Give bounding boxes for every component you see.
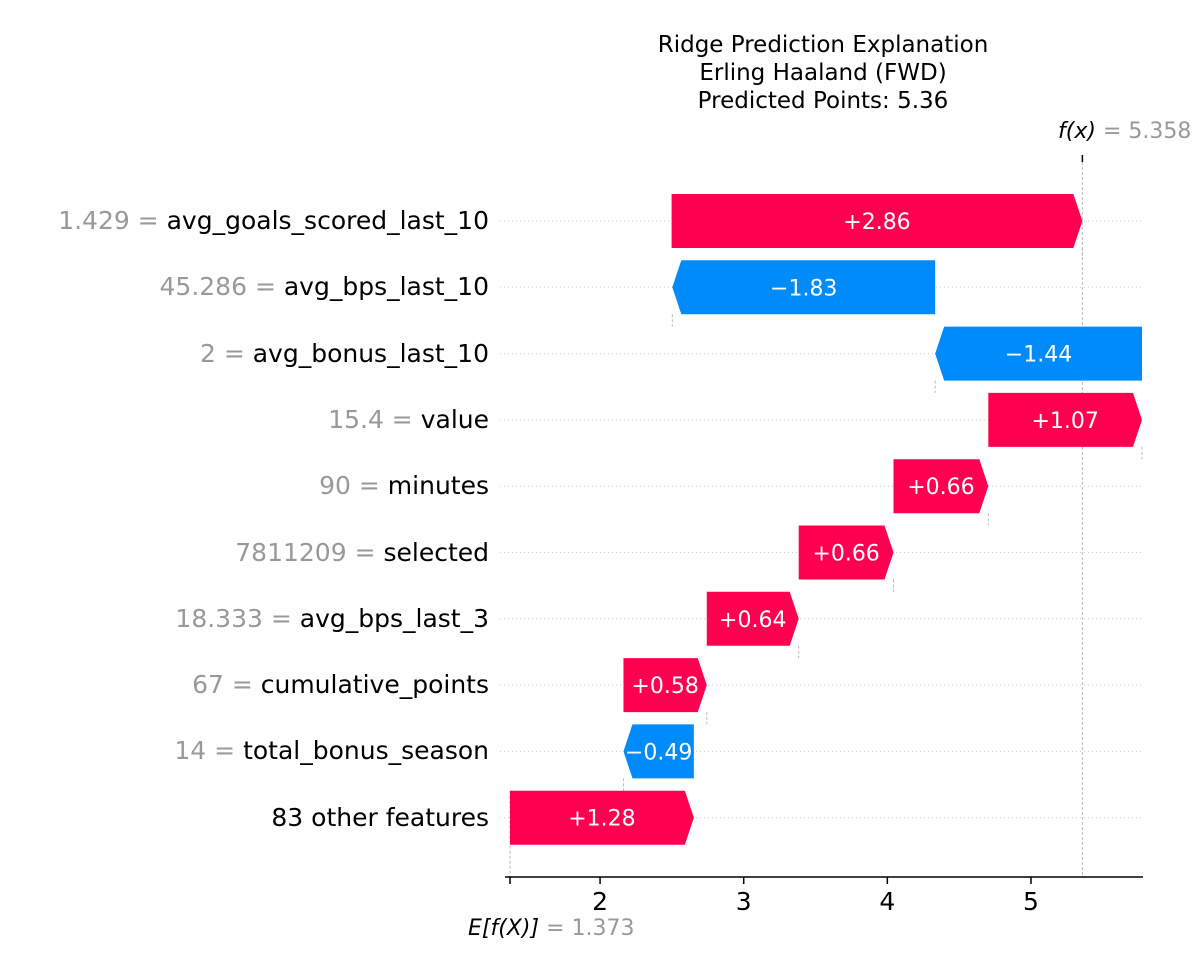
feature-label: 45.286 = avg_bps_last_10 bbox=[160, 272, 489, 302]
bar-value-label: −0.49 bbox=[625, 740, 692, 765]
base-value-symbol: E[f(X)] bbox=[468, 916, 540, 941]
bar-value-label: +0.66 bbox=[812, 542, 879, 567]
feature-value: 67 = bbox=[192, 670, 261, 700]
bar-value-label: +0.64 bbox=[719, 608, 786, 633]
feature-label: 2 = avg_bonus_last_10 bbox=[200, 339, 489, 369]
bar-value-label: +0.58 bbox=[631, 674, 698, 699]
feature-name: avg_bps_last_10 bbox=[283, 272, 489, 302]
bar-value-label: +2.86 bbox=[843, 210, 910, 235]
waterfall-bar bbox=[672, 260, 936, 315]
feature-label: 90 = minutes bbox=[319, 471, 489, 501]
feature-name: 83 other features bbox=[271, 802, 489, 832]
feature-name: avg_bonus_last_10 bbox=[252, 338, 489, 368]
x-tick-label: 5 bbox=[1023, 887, 1039, 916]
waterfall-bar bbox=[935, 326, 1142, 381]
feature-value: 1.429 = bbox=[58, 206, 167, 235]
bar-value-label: −1.83 bbox=[770, 276, 837, 301]
waterfall-bar bbox=[623, 658, 707, 713]
feature-label: 83 other features bbox=[271, 803, 489, 833]
waterfall-bar bbox=[988, 392, 1142, 447]
feature-value: 7811209 = bbox=[235, 537, 384, 567]
waterfall-bar bbox=[893, 459, 989, 514]
base-value-label: E[f(X)] = 1.373 bbox=[468, 916, 634, 941]
output-value-number: = 5.358 bbox=[1102, 119, 1192, 144]
feature-value: 15.4 = bbox=[328, 404, 421, 434]
chart-title-line-2: Erling Haaland (FWD) bbox=[699, 60, 947, 86]
x-tick-label: 4 bbox=[879, 887, 896, 916]
feature-name: cumulative_points bbox=[260, 670, 489, 700]
chart-title-line-3: Predicted Points: 5.36 bbox=[697, 88, 949, 114]
feature-value: 14 = bbox=[174, 736, 244, 766]
feature-label: 1.429 = avg_goals_scored_last_10 bbox=[58, 206, 489, 236]
base-value-number: = 1.373 bbox=[546, 916, 635, 941]
feature-name: selected bbox=[383, 537, 489, 567]
feature-label: 14 = total_bonus_season bbox=[174, 736, 489, 766]
feature-name: value bbox=[420, 404, 489, 434]
output-value-symbol: f(x) bbox=[1058, 119, 1096, 144]
feature-name: avg_bps_last_3 bbox=[299, 603, 489, 633]
waterfall-bar bbox=[798, 525, 894, 580]
feature-name: minutes bbox=[387, 471, 489, 501]
output-value-label: f(x) = 5.358 bbox=[1058, 119, 1191, 144]
bar-value-label: +1.07 bbox=[1031, 409, 1098, 434]
waterfall-bar bbox=[671, 194, 1083, 248]
x-tick-label: 3 bbox=[735, 887, 752, 916]
feature-value: 90 = bbox=[319, 471, 388, 501]
feature-label: 67 = cumulative_points bbox=[192, 670, 489, 700]
feature-value: 18.333 = bbox=[175, 603, 300, 633]
feature-label: 15.4 = value bbox=[328, 405, 489, 435]
x-tick-label: 2 bbox=[592, 887, 608, 916]
feature-value: 2 = bbox=[199, 338, 253, 368]
waterfall-bar bbox=[510, 790, 694, 845]
waterfall-bar bbox=[706, 591, 799, 646]
chart-title-line-1: Ridge Prediction Explanation bbox=[657, 32, 989, 58]
waterfall-bar bbox=[623, 724, 694, 779]
feature-label: 7811209 = selected bbox=[235, 538, 489, 568]
bar-value-label: +0.66 bbox=[907, 475, 974, 500]
feature-label: 18.333 = avg_bps_last_3 bbox=[175, 604, 489, 634]
feature-name: total_bonus_season bbox=[243, 736, 489, 766]
feature-value: 45.286 = bbox=[159, 272, 284, 302]
bar-value-label: +1.28 bbox=[568, 807, 635, 832]
feature-name: avg_goals_scored_last_10 bbox=[166, 206, 489, 235]
bar-value-label: −1.44 bbox=[1005, 343, 1072, 368]
